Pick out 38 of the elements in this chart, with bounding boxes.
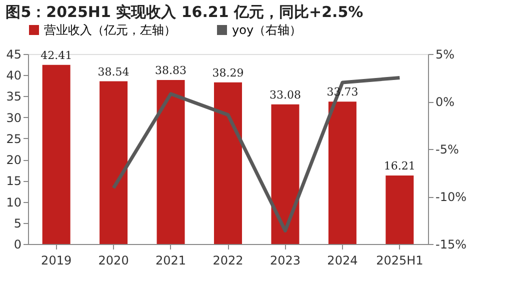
- y-tick-label: 10: [6, 195, 22, 210]
- data-label: 38.29: [212, 66, 244, 80]
- legend-label: 营业收入（亿元，左轴）: [44, 23, 176, 37]
- y-tick-label: 0: [14, 238, 22, 252]
- y2-tick-label: 0%: [436, 95, 455, 109]
- y2-tick-label: -10%: [436, 190, 467, 204]
- y2-tick-label: 5%: [436, 48, 455, 62]
- bar: [156, 80, 185, 244]
- legend-label: yoy（右轴）: [232, 23, 302, 37]
- data-label: 38.83: [155, 64, 187, 78]
- y2-tick-label: -5%: [436, 142, 459, 156]
- bar: [386, 176, 414, 244]
- y2-tick-label: -15%: [436, 238, 467, 252]
- y-tick-label: 25: [6, 132, 22, 146]
- x-tick-label: 2022: [212, 254, 244, 268]
- data-label: 16.21: [384, 160, 416, 173]
- x-tick-label: 2020: [98, 254, 129, 268]
- data-label: 42.41: [40, 48, 72, 62]
- y-tick-label: 35: [6, 90, 22, 104]
- chart-title: 图5：2025H1 实现收入 16.21 亿元，同比+2.5%: [6, 3, 364, 21]
- bar: [42, 64, 70, 244]
- bar: [214, 82, 242, 244]
- y-tick-label: 40: [6, 68, 22, 83]
- bar: [100, 81, 128, 244]
- y-tick-label: 45: [6, 48, 22, 62]
- x-tick-label: 2021: [156, 254, 186, 268]
- y-tick-label: 15: [6, 174, 22, 188]
- data-label: 33.08: [269, 88, 301, 102]
- y-tick-label: 20: [6, 153, 22, 168]
- bar: [328, 102, 356, 244]
- x-tick-label: 2019: [41, 254, 72, 268]
- x-tick-label: 2023: [270, 254, 300, 268]
- x-tick-label: 2025H1: [376, 254, 424, 268]
- y-tick-label: 5: [14, 216, 22, 230]
- x-tick-label: 2024: [327, 254, 358, 268]
- y-tick-label: 30: [6, 110, 22, 125]
- data-label: 38.54: [98, 65, 130, 78]
- bar: [271, 104, 300, 244]
